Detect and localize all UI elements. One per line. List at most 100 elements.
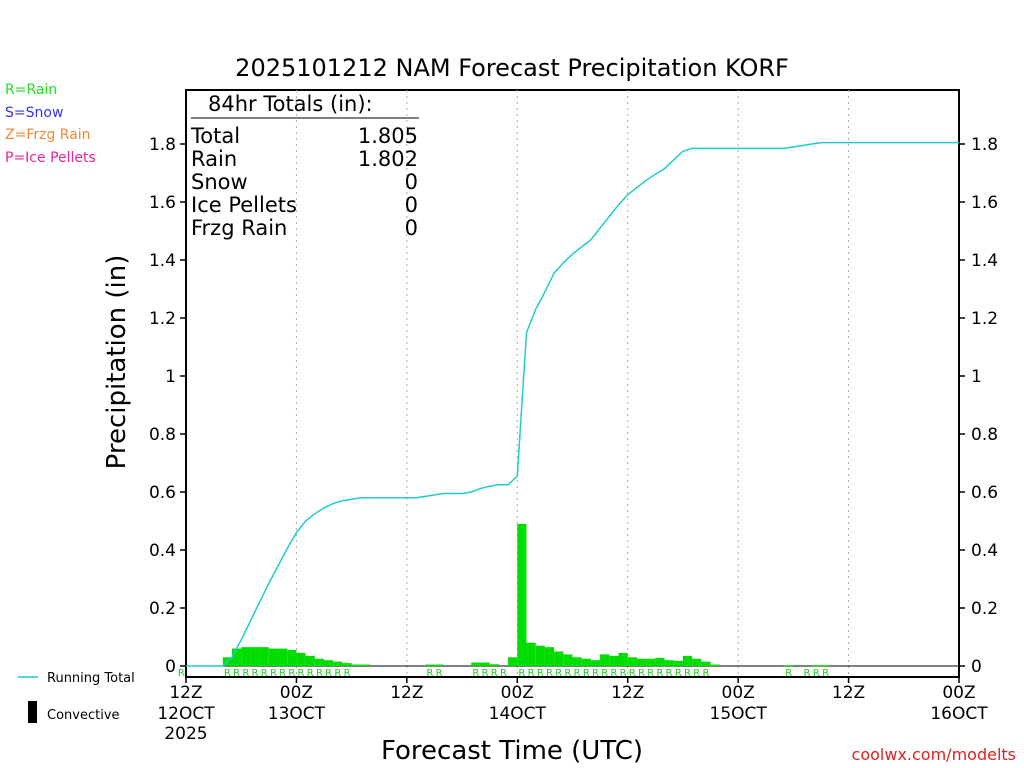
bar-45 [811, 665, 821, 667]
bar-42 [701, 661, 711, 666]
x-tick-label-5: 00Z [722, 683, 755, 703]
precip-type-marker-25: R [555, 668, 562, 679]
precip-type-marker-22: R [528, 668, 535, 679]
totals-label-rain: Rain [191, 147, 237, 171]
bar-17 [434, 664, 444, 666]
x-tick-date-7: 16OCT [930, 704, 988, 724]
precip-type-marker-29: R [592, 668, 599, 679]
bar-33 [618, 652, 628, 666]
precip-type-marker-9: R [298, 668, 305, 679]
x-axis-label: Forecast Time (UTC) [381, 736, 643, 766]
plot-frame [185, 89, 960, 678]
totals-label-total: Total [190, 124, 240, 148]
y-tick-label-left-5: 1 [165, 367, 176, 387]
bar-37 [655, 657, 665, 666]
precip-type-marker-36: R [656, 668, 663, 679]
precip-type-marker-0: R [178, 668, 185, 679]
bar-44 [784, 665, 794, 667]
precip-type-marker-33: R [629, 668, 636, 679]
x-tick-date-3: 14OCT [489, 704, 547, 724]
bar-10 [314, 658, 325, 666]
legend-rain: R=Rain [5, 82, 58, 98]
bar-31 [600, 654, 610, 666]
bar-4 [259, 647, 269, 666]
precip-type-marker-42: R [785, 668, 792, 679]
bar-38 [664, 660, 674, 666]
y-tick-label-left-8: 1.6 [149, 193, 176, 213]
y-tick-label-right-3: 0.6 [971, 483, 998, 503]
bar-23 [526, 642, 536, 666]
y-tick-label-right-9: 1.8 [971, 135, 998, 155]
x-tick-year-0: 2025 [164, 724, 207, 744]
bar-34 [627, 657, 637, 666]
precip-type-marker-37: R [666, 668, 673, 679]
credit-text: coolwx.com/modelts [852, 745, 1016, 764]
legend-snow: S=Snow [5, 104, 64, 121]
totals-label-ice-pellets: Ice Pellets [191, 193, 297, 217]
chart-title: 2025101212 NAM Forecast Precipitation KO… [235, 54, 789, 82]
precip-type-marker-8: R [288, 668, 295, 679]
bar-41 [692, 658, 702, 666]
precip-type-marker-38: R [675, 668, 682, 679]
precip-type-marker-41: R [702, 668, 709, 679]
x-tick-label-7: 00Z [942, 683, 975, 703]
y-tick-label-left-2: 0.4 [149, 541, 176, 561]
precip-type-marker-24: R [546, 668, 553, 679]
bar-43 [710, 664, 720, 666]
precip-type-marker-11: R [316, 668, 323, 679]
precip-type-marker-26: R [564, 668, 571, 679]
y-axis-label: Precipitation (in) [102, 255, 132, 470]
y-tick-label-right-2: 0.4 [971, 541, 998, 561]
precip-type-marker-34: R [638, 668, 645, 679]
y-tick-label-left-0: 0 [165, 657, 176, 677]
bar-20 [489, 664, 499, 666]
bar-19 [480, 662, 490, 666]
bar-27 [563, 654, 573, 666]
precip-type-marker-19: R [491, 668, 498, 679]
precip-type-marker-7: R [279, 668, 286, 679]
y-tick-label-right-5: 1 [971, 367, 982, 387]
totals-value-rain: 1.802 [358, 147, 418, 171]
bar-11 [324, 660, 334, 666]
totals-value-frzg-rain: 0 [405, 216, 418, 240]
bar-28 [572, 657, 582, 666]
y-tick-label-left-9: 1.8 [149, 135, 176, 155]
bar-26 [554, 651, 564, 666]
x-tick-label-6: 12Z [832, 683, 865, 703]
precip-type-marker-45: R [822, 668, 829, 679]
bar-14 [351, 664, 361, 666]
bar-39 [673, 660, 683, 666]
y-tick-label-right-8: 1.6 [971, 193, 998, 213]
y-tick-label-right-4: 0.8 [971, 425, 998, 445]
x-tick-date-1: 13OCT [268, 704, 326, 724]
precip-type-marker-20: R [500, 668, 507, 679]
bar-40 [682, 655, 693, 666]
bar-32 [609, 655, 619, 666]
precip-type-marker-17: R [472, 668, 479, 679]
totals-box: 84hr Totals (in): Total 1.805 Rain 1.802 Snow… [190, 92, 419, 240]
x-tick-label-4: 12Z [611, 683, 644, 703]
convective-legend-text: Convective [47, 708, 120, 723]
y-tick-label-right-1: 0.2 [971, 599, 998, 619]
x-tick-label-0: 12Z [169, 683, 202, 703]
precip-type-marker-4: R [252, 668, 259, 679]
precip-type-marker-5: R [261, 668, 268, 679]
bar-6 [278, 648, 288, 666]
bar-29 [581, 658, 591, 666]
precip-type-marker-10: R [307, 668, 314, 679]
bar-7 [287, 650, 297, 666]
precip-type-marker-44: R [813, 668, 820, 679]
legend-ice-pellets: P=Ice Pellets [5, 149, 96, 166]
bar-9 [305, 655, 315, 666]
precip-type-marker-23: R [537, 668, 544, 679]
bar-25 [544, 647, 555, 666]
bar-1 [232, 648, 242, 666]
precip-type-marker-32: R [620, 668, 627, 679]
convective-legend-swatch [28, 701, 37, 723]
y-tick-label-right-7: 1.4 [971, 251, 998, 271]
running-total-legend-text: Running Total [47, 671, 135, 686]
bar-2 [241, 647, 251, 666]
bar-16 [425, 664, 435, 666]
precip-type-marker-39: R [684, 668, 691, 679]
